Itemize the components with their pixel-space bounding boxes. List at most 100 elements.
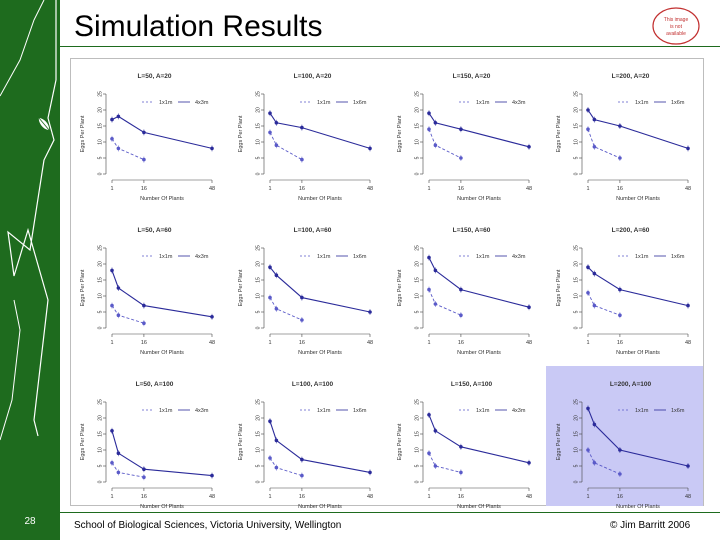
data-point <box>300 318 304 322</box>
data-point <box>592 145 597 149</box>
y-tick-label: 25 <box>573 245 579 251</box>
x-tick-label: 16 <box>141 340 147 346</box>
x-axis-label: Number Of Plants <box>298 350 342 356</box>
data-point <box>427 413 431 417</box>
x-tick-label: 16 <box>299 494 305 500</box>
panel-title: L=150, A=100 <box>451 381 493 388</box>
data-point <box>686 146 690 151</box>
x-tick-label: 48 <box>526 340 532 346</box>
panel-title: L=100, A=20 <box>294 73 332 80</box>
y-tick-label: 20 <box>573 415 579 421</box>
logo-text-line-3: available <box>666 31 686 37</box>
y-tick-label: 25 <box>97 399 103 405</box>
x-tick-label: 16 <box>141 494 147 500</box>
chart-panel: L=100, A=20 0 5 10 15 20 25 Eggs Per Plant 1 16 48… <box>238 73 373 202</box>
sidebar-decoration <box>0 0 57 441</box>
data-point <box>618 156 622 160</box>
y-axis-label: Eggs Per Plant <box>556 269 562 306</box>
y-tick-label: 15 <box>414 431 420 437</box>
data-point <box>300 157 304 162</box>
x-tick-label: 48 <box>526 186 532 192</box>
y-tick-label: 0 <box>414 326 420 329</box>
x-tick-label: 48 <box>367 186 373 192</box>
y-tick-label: 0 <box>255 172 261 175</box>
data-point <box>618 472 622 476</box>
series-line-solid <box>269 112 371 149</box>
data-point <box>300 457 304 462</box>
x-tick-label: 48 <box>526 494 532 500</box>
x-axis-label: Number Of Plants <box>616 350 660 356</box>
x-tick-label: 16 <box>617 186 623 192</box>
feather-icon <box>37 116 52 133</box>
x-tick-label: 48 <box>685 494 691 500</box>
data-point <box>274 465 279 470</box>
data-point <box>592 461 597 465</box>
y-tick-label: 0 <box>97 172 103 175</box>
chart-panel: L=50, A=60 0 5 10 15 20 25 Eggs Per Plant 1 16 48 N… <box>80 227 215 356</box>
data-point <box>210 315 214 319</box>
panel-title: L=150, A=60 <box>453 227 491 234</box>
panel-title: L=150, A=20 <box>453 73 491 80</box>
y-tick-label: 0 <box>414 480 420 483</box>
y-tick-label: 20 <box>255 107 261 113</box>
x-tick-label: 1 <box>427 494 430 500</box>
y-tick-label: 10 <box>255 293 261 299</box>
y-tick-label: 15 <box>97 277 103 283</box>
series-line-solid <box>587 266 689 307</box>
y-tick-label: 15 <box>97 431 103 437</box>
data-point <box>300 295 304 300</box>
x-tick-label: 1 <box>586 494 589 500</box>
chart-panel: L=100, A=60 0 5 10 15 20 25 Eggs Per Plant 1 16 48… <box>238 227 373 356</box>
x-axis-label: Number Of Plants <box>457 504 501 510</box>
data-point <box>268 456 272 460</box>
data-point <box>110 429 114 433</box>
y-tick-label: 20 <box>414 415 420 421</box>
y-tick-label: 10 <box>414 293 420 299</box>
x-axis-label: Number Of Plants <box>298 504 342 510</box>
y-tick-label: 20 <box>255 261 261 267</box>
panel-title: L=100, A=100 <box>292 381 334 388</box>
x-tick-label: 48 <box>209 340 215 346</box>
y-tick-label: 20 <box>414 107 420 113</box>
data-point <box>142 475 146 480</box>
data-point <box>592 117 597 122</box>
y-tick-label: 15 <box>573 277 579 283</box>
y-tick-label: 0 <box>573 480 579 483</box>
data-point <box>459 156 463 160</box>
data-point <box>142 130 146 135</box>
legend-label: 1x1m <box>159 100 173 106</box>
x-axis-label: Number Of Plants <box>616 196 660 202</box>
data-point <box>459 127 463 131</box>
y-tick-label: 5 <box>573 310 579 313</box>
y-tick-label: 10 <box>573 139 579 145</box>
y-tick-label: 15 <box>255 431 261 437</box>
x-tick-label: 48 <box>685 340 691 346</box>
legend-label: 1x6m <box>353 408 367 414</box>
data-point <box>459 445 463 449</box>
y-tick-label: 10 <box>255 139 261 145</box>
data-point <box>618 313 622 318</box>
legend-label: 1x6m <box>353 254 367 260</box>
chart-panel: L=200, A=20 0 5 10 15 20 25 Eggs Per Plant 1 16 48… <box>556 73 691 202</box>
panel-title: L=50, A=60 <box>137 227 171 234</box>
y-tick-label: 25 <box>573 91 579 97</box>
data-point <box>268 130 272 135</box>
panel-title: L=200, A=20 <box>612 73 650 80</box>
data-point <box>686 303 690 308</box>
chart-panel: L=50, A=20 0 5 10 15 20 25 Eggs Per Plant 1 16 48 N… <box>80 73 215 202</box>
y-tick-label: 5 <box>97 464 103 467</box>
series-line-solid <box>111 430 213 477</box>
y-tick-label: 20 <box>97 261 103 267</box>
data-point <box>618 448 622 452</box>
data-point <box>268 265 272 270</box>
series-line-dashed <box>587 449 621 475</box>
x-tick-label: 1 <box>268 494 271 500</box>
x-tick-label: 16 <box>458 340 464 346</box>
chart-panel: L=50, A=100 0 5 10 15 20 25 Eggs Per Plant 1 16 48… <box>80 381 215 510</box>
footer-divider <box>60 512 720 513</box>
y-tick-label: 10 <box>97 293 103 299</box>
data-point <box>433 143 438 147</box>
data-point <box>433 464 438 468</box>
x-tick-label: 16 <box>141 186 147 192</box>
y-tick-label: 15 <box>97 123 103 129</box>
